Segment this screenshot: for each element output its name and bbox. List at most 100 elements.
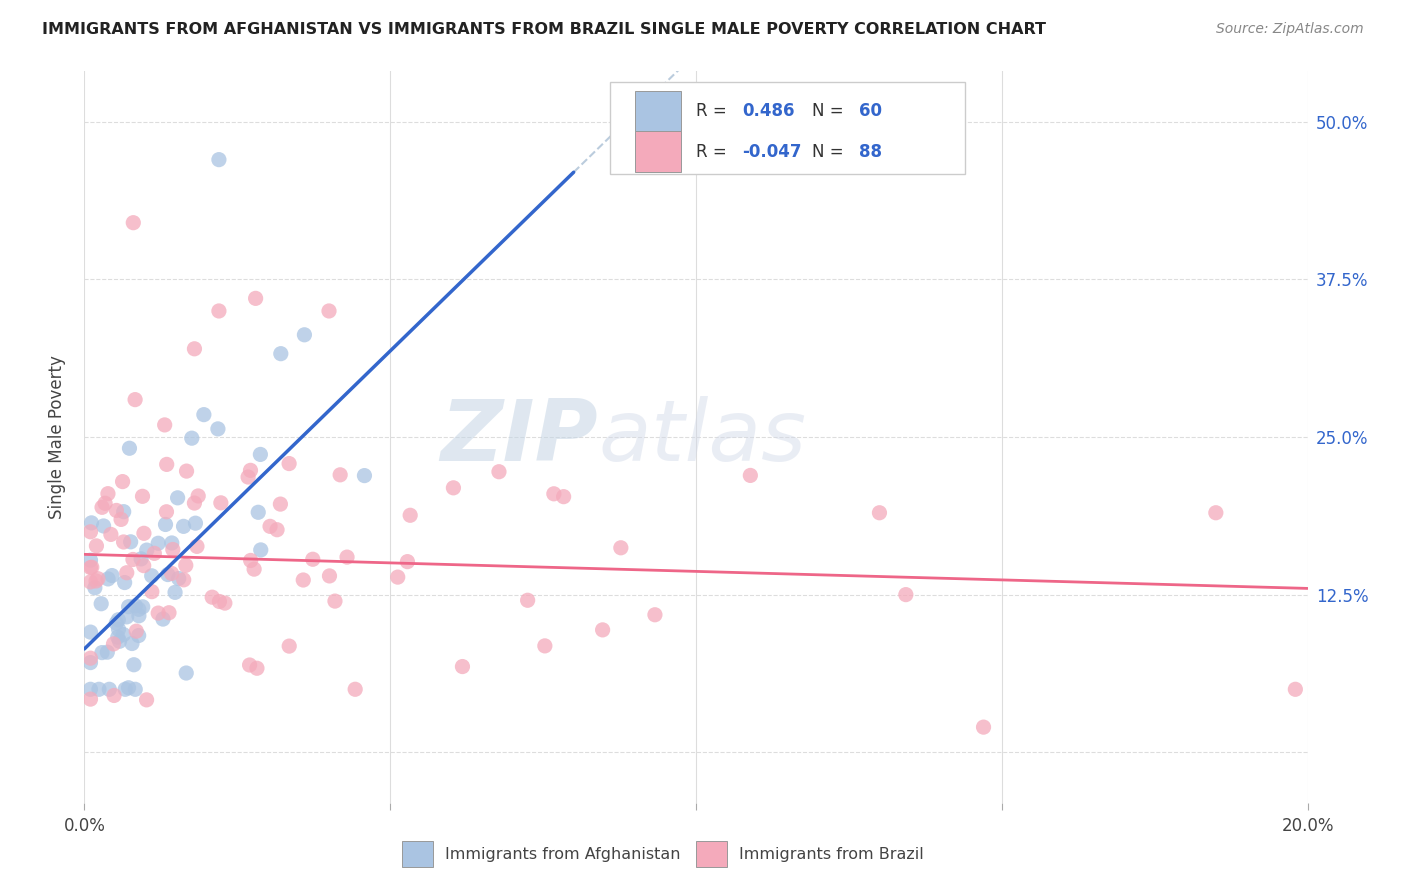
Point [79,651,101,665]
Point [155,505,177,519]
Point [180,431,202,445]
Point [148,536,170,550]
Point [124,599,146,613]
Point [103,689,125,703]
FancyBboxPatch shape [610,82,965,174]
Point [96,645,118,659]
Point [174,558,197,573]
Point [148,606,170,620]
Point [644,607,666,622]
Point [105,503,128,517]
Point [534,639,557,653]
Text: Immigrants from Afghanistan: Immigrants from Afghanistan [446,847,681,862]
Point [122,552,145,566]
Point [117,599,139,614]
Point [131,489,153,503]
Point [79,656,101,670]
Point [79,524,101,539]
Point [246,661,269,675]
Point [115,566,138,580]
Point [112,505,135,519]
Point [155,517,177,532]
Point [141,584,163,599]
Point [103,637,125,651]
FancyBboxPatch shape [636,131,682,172]
Point [83,581,105,595]
Point [79,692,101,706]
Point [91,646,114,660]
Point [132,558,155,573]
Point [80,560,103,574]
Point [115,610,138,624]
Text: N =: N = [813,103,849,120]
Point [187,489,209,503]
Point [451,659,474,673]
Point [387,570,409,584]
Point [135,693,157,707]
Point [266,523,288,537]
Point [166,491,188,505]
FancyBboxPatch shape [636,91,682,131]
Point [336,550,359,565]
Point [117,681,139,695]
Point [153,417,176,432]
Point [97,572,120,586]
Point [294,327,316,342]
Point [165,585,187,599]
Point [1284,682,1306,697]
Point [105,616,128,631]
Point [86,539,108,553]
Point [399,508,422,523]
Point [112,535,135,549]
Point [79,625,101,640]
Point [353,468,375,483]
Point [740,468,762,483]
Point [114,682,136,697]
Point [259,519,281,533]
Point [129,552,152,566]
Text: 0.486: 0.486 [742,103,794,120]
Point [269,497,291,511]
Text: Source: ZipAtlas.com: Source: ZipAtlas.com [1216,22,1364,37]
Point [90,597,112,611]
Point [193,408,215,422]
Y-axis label: Single Male Poverty: Single Male Poverty [48,355,66,519]
Point [111,475,134,489]
Point [249,447,271,461]
Point [183,342,205,356]
Text: 88: 88 [859,143,882,161]
Point [894,588,917,602]
Point [1205,506,1227,520]
Point [239,553,262,567]
Point [214,596,236,610]
Point [124,682,146,697]
Point [173,573,195,587]
Point [173,519,195,533]
Point [132,526,155,541]
Text: atlas: atlas [598,395,806,479]
Point [318,304,340,318]
Point [553,490,575,504]
Point [122,657,145,672]
Point [156,567,179,582]
Point [112,627,135,641]
Point [128,602,150,616]
Point [110,512,132,526]
Point [97,486,120,500]
Point [141,569,163,583]
Point [107,613,129,627]
Point [98,682,121,697]
FancyBboxPatch shape [402,841,433,867]
Point [208,594,231,608]
Point [87,682,110,697]
Point [245,291,267,305]
Point [80,516,103,530]
Point [239,463,262,477]
Point [301,552,323,566]
Point [176,464,198,478]
Point [79,682,101,697]
Point [592,623,614,637]
Point [125,624,148,639]
Point [543,487,565,501]
Point [174,666,197,681]
